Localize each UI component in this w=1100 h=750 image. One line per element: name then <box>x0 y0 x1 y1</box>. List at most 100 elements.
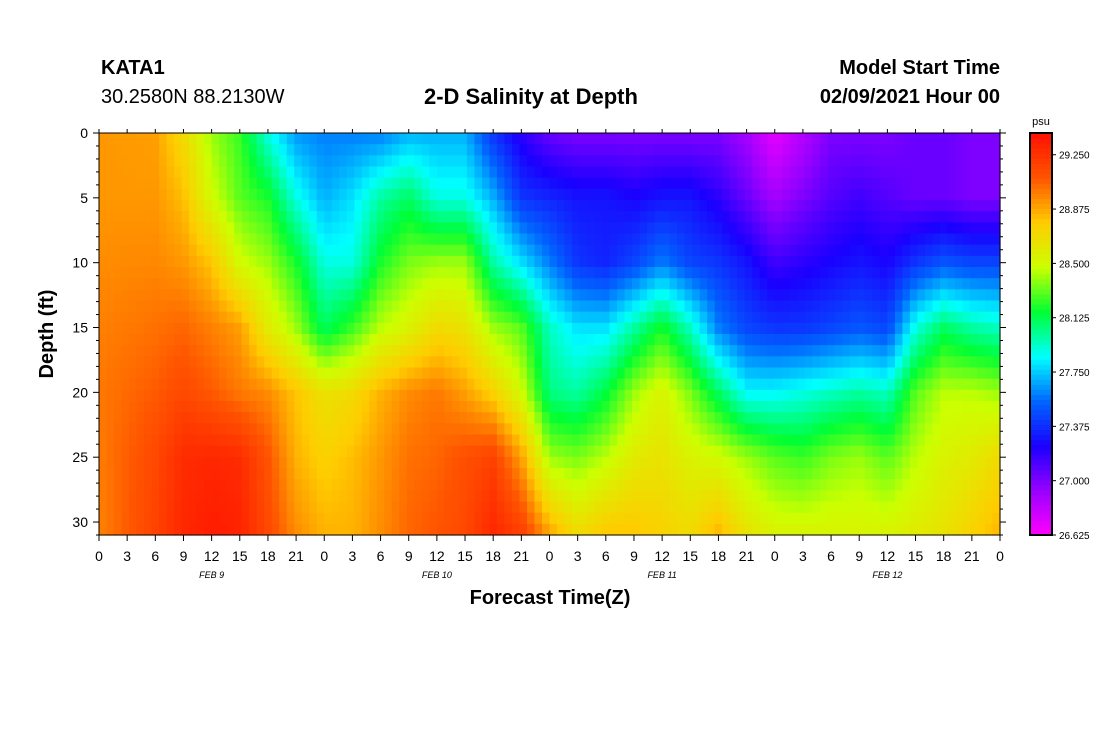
heatmap-cell <box>436 501 445 514</box>
heatmap-cell <box>572 345 581 357</box>
heatmap-cell <box>827 200 836 212</box>
heatmap-cell <box>466 445 476 458</box>
heatmap-cell <box>804 479 813 491</box>
heatmap-cell <box>864 468 873 480</box>
heatmap-cell <box>684 378 693 391</box>
heatmap-cell <box>617 378 626 391</box>
heatmap-cell <box>602 222 611 235</box>
heatmap-cell <box>429 233 438 246</box>
heatmap-cell <box>939 356 949 369</box>
heatmap-cell <box>264 356 273 369</box>
heatmap-cell <box>572 155 581 168</box>
heatmap-cell <box>617 255 626 268</box>
heatmap-cell <box>129 523 138 536</box>
heatmap-cell <box>436 244 445 257</box>
heatmap-cell <box>99 479 108 491</box>
heatmap-cell <box>549 512 558 525</box>
heatmap-cell <box>106 233 115 246</box>
heatmap-cell <box>789 300 798 313</box>
heatmap-cell <box>827 233 836 246</box>
heatmap-cell <box>737 244 746 257</box>
heatmap-cell <box>496 133 506 145</box>
heatmap-cell <box>669 334 678 346</box>
heatmap-cell <box>234 300 243 313</box>
heatmap-cell <box>429 255 438 268</box>
heatmap-cell <box>481 401 491 413</box>
heatmap-cell <box>331 267 340 279</box>
heatmap-cell <box>406 412 415 424</box>
heatmap-cell <box>144 334 153 346</box>
heatmap-cell <box>279 233 288 246</box>
heatmap-cell <box>466 289 476 302</box>
heatmap-cell <box>264 479 273 491</box>
heatmap-cell <box>181 300 190 313</box>
heatmap-cell <box>707 289 716 302</box>
heatmap-cell <box>789 289 798 302</box>
heatmap-cell <box>984 188 994 201</box>
heatmap-cell <box>992 334 1001 346</box>
heatmap-cell <box>849 222 858 235</box>
heatmap-cell <box>279 322 288 335</box>
heatmap-cell <box>286 188 295 201</box>
heatmap-cell <box>647 300 656 313</box>
heatmap-cell <box>466 211 476 223</box>
heatmap-cell <box>354 468 363 480</box>
colorbar-segment <box>1030 158 1052 164</box>
heatmap-cell <box>189 200 198 212</box>
heatmap-cell <box>752 144 761 156</box>
heatmap-cell <box>451 177 460 190</box>
heatmap-cell <box>324 144 333 156</box>
heatmap-cell <box>917 166 926 179</box>
heatmap-cell <box>339 445 348 458</box>
heatmap-cell <box>444 356 453 369</box>
heatmap-cell <box>324 389 333 402</box>
heatmap-cell <box>722 144 731 156</box>
heatmap-cell <box>992 423 1001 436</box>
heatmap-cell <box>114 378 123 391</box>
heatmap-cell <box>879 356 888 369</box>
heatmap-cell <box>564 468 573 480</box>
heatmap-cell <box>984 423 994 436</box>
heatmap-cell <box>669 244 678 257</box>
heatmap-cell <box>894 300 903 313</box>
heatmap-cell <box>849 378 858 391</box>
heatmap-cell <box>617 267 626 279</box>
heatmap-cell <box>812 267 821 279</box>
heatmap-cell <box>316 479 325 491</box>
colorbar-segment <box>1030 339 1052 345</box>
colorbar-tick-label: 28.125 <box>1059 314 1090 325</box>
heatmap-cell <box>406 300 415 313</box>
heatmap-cell <box>939 255 949 268</box>
heatmap-cell <box>669 211 678 223</box>
heatmap-cell <box>984 378 994 391</box>
heatmap-cell <box>106 490 115 503</box>
heatmap-cell <box>804 255 813 268</box>
heatmap-cell <box>136 155 145 168</box>
heatmap-cell <box>812 389 821 402</box>
heatmap-cell <box>481 468 491 480</box>
heatmap-cell <box>992 300 1001 313</box>
heatmap-cell <box>189 155 198 168</box>
heatmap-cell <box>609 401 618 413</box>
heatmap-cell <box>759 367 768 380</box>
heatmap-cell <box>301 334 310 346</box>
heatmap-cell <box>519 378 528 391</box>
heatmap-cell <box>511 233 521 246</box>
heatmap-cell <box>609 155 618 168</box>
heatmap-cell <box>339 188 348 201</box>
heatmap-cell <box>226 490 235 503</box>
heatmap-cell <box>707 177 716 190</box>
heatmap-cell <box>977 345 986 357</box>
heatmap-cell <box>99 177 108 190</box>
heatmap-cell <box>587 244 596 257</box>
heatmap-cell <box>722 367 731 380</box>
heatmap-cell <box>324 233 333 246</box>
heatmap-cell <box>722 233 731 246</box>
heatmap-cell <box>954 133 964 145</box>
heatmap-cell <box>977 401 986 413</box>
heatmap-cell <box>376 456 385 469</box>
heatmap-cell <box>887 322 896 335</box>
heatmap-cell <box>241 501 250 514</box>
heatmap-cell <box>984 166 994 179</box>
heatmap-cell <box>294 423 303 436</box>
